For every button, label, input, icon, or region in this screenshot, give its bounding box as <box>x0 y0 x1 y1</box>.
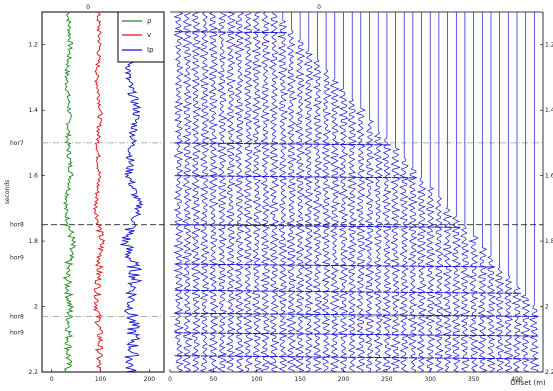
y-tick-label: 2 <box>545 304 549 311</box>
seismic-trace <box>181 11 194 373</box>
density-curve <box>62 11 77 373</box>
gather-xlabel: Offset (m) <box>510 379 546 387</box>
x-tick-label: 300 <box>425 376 437 383</box>
seismic-trace <box>511 12 523 373</box>
gather-traces <box>173 11 540 373</box>
legend-label-density: ρ <box>147 17 152 25</box>
seismic-trace <box>373 12 384 373</box>
y-tick-label: 2.2 <box>545 369 553 376</box>
event-label: hor9 <box>10 254 24 261</box>
seismic-trace <box>442 12 453 373</box>
seismic-trace <box>451 12 462 373</box>
seismic-trace <box>225 11 237 373</box>
seismic-trace <box>251 11 263 373</box>
x-tick-label: 0 <box>168 376 172 383</box>
well-log-axes-frame <box>41 11 165 373</box>
impedance-curve <box>120 11 144 373</box>
seismic-trace <box>234 11 245 373</box>
seismic-trace <box>476 12 488 373</box>
legend-label-impedance: Ip <box>147 46 154 54</box>
legend-box <box>117 11 165 63</box>
seismic-trace <box>268 11 280 373</box>
seismic-trace <box>381 12 392 373</box>
seismic-trace <box>347 12 358 373</box>
seismic-trace <box>311 12 323 373</box>
x-tick-label: 100 <box>95 376 107 383</box>
gather-x-ticks: 0 50 100 150 200 250 300 350 400 <box>168 369 523 383</box>
seismic-trace <box>467 12 479 373</box>
seismic-trace <box>416 12 427 373</box>
x-tick-label: 200 <box>144 376 156 383</box>
event-label: hor8 <box>10 313 24 320</box>
seismic-trace <box>190 11 202 373</box>
well-log-horizons <box>42 142 164 317</box>
velocity-curve <box>92 11 106 373</box>
x-tick-label: 350 <box>468 376 480 383</box>
seismic-trace <box>494 12 505 373</box>
event-label: hor9 <box>10 330 24 337</box>
well-log-ylabel: seconds <box>4 180 11 205</box>
seismic-trace <box>285 12 298 373</box>
y-tick-label: 1.8 <box>28 238 38 245</box>
seismic-trace <box>329 12 341 373</box>
well-log-y-ticks: 1.2 1.4 1.6 1.8 2 2.2 <box>28 42 45 376</box>
seismic-trace <box>173 11 185 373</box>
seismic-trace <box>364 12 375 373</box>
x-tick-label: 250 <box>381 376 393 383</box>
x-tick-label: 50 <box>210 376 218 383</box>
y-tick-label: 2.2 <box>28 369 38 376</box>
seismic-trace <box>424 12 436 373</box>
y-tick-label: 1.6 <box>545 173 553 180</box>
seismic-trace <box>216 11 228 373</box>
y-tick-label: 1.4 <box>545 107 553 114</box>
seismic-trace <box>355 12 367 373</box>
y-tick-label: 1.2 <box>545 42 553 49</box>
seismic-trace <box>198 11 210 373</box>
y-tick-label: 1.8 <box>545 238 553 245</box>
well-log-panel: 0 seconds 1.21.41.61.822.2 0 100 200 hor7h… <box>4 4 165 383</box>
seismic-trace <box>520 12 531 373</box>
seismic-trace <box>459 12 471 373</box>
event-label: hor8 <box>10 222 24 229</box>
event-labels: hor7 hor8 hor9 hor8 hor9 <box>10 140 24 337</box>
gather-top-tick: 0 <box>317 4 321 11</box>
seismic-trace <box>389 12 401 373</box>
x-tick-label: 0 <box>50 376 54 383</box>
x-tick-label: 150 <box>294 376 306 383</box>
seismic-gather-panel: 0 0 50 100 150 200 250 300 350 400 1.2 1.4 1.6 1.8 2… <box>168 4 553 387</box>
seismic-trace <box>407 12 419 373</box>
seismic-trace <box>398 12 410 373</box>
well-log-top-tick: 0 <box>86 4 90 11</box>
well-log-curves <box>62 11 144 373</box>
x-tick-label: 400 <box>511 376 523 383</box>
seismic-trace <box>529 12 540 373</box>
seismic-trace <box>277 12 289 373</box>
seismic-trace <box>485 12 496 373</box>
legend: ρ v Ip <box>117 11 165 63</box>
event-label: hor7 <box>10 140 24 147</box>
y-tick-label: 1.6 <box>28 173 38 180</box>
seismic-trace <box>242 11 254 373</box>
legend-label-velocity: v <box>147 31 151 39</box>
seismic-trace <box>260 11 271 373</box>
gather-right-y-ticks: 1.2 1.4 1.6 1.8 2 2.2 <box>540 42 553 376</box>
seismic-trace <box>433 12 444 373</box>
seismic-trace <box>503 12 514 373</box>
seismic-trace <box>303 12 315 373</box>
y-tick-label: 1.2 <box>28 42 38 49</box>
x-tick-label: 100 <box>251 376 263 383</box>
x-tick-label: 200 <box>338 376 350 383</box>
seismic-trace <box>208 11 219 373</box>
seismic-trace <box>337 12 349 373</box>
y-tick-label: 1.4 <box>28 107 38 114</box>
y-tick-label: 2 <box>34 304 38 311</box>
seismic-trace <box>320 12 332 373</box>
seismic-trace <box>294 12 306 373</box>
